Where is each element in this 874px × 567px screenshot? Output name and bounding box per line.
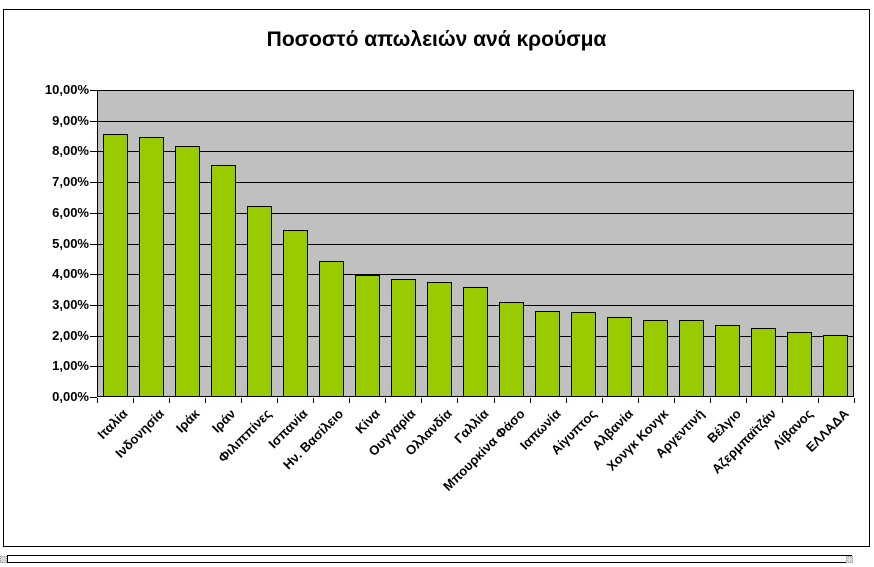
- x-axis-tick: [710, 398, 711, 403]
- y-axis-label: 2,00%: [52, 328, 89, 343]
- y-axis-label: 7,00%: [52, 174, 89, 189]
- bar-Αζερμπαϊτζάν[interactable]: [751, 328, 776, 397]
- x-axis-tick: [241, 398, 242, 403]
- x-axis-label: Κίνα: [352, 406, 383, 437]
- y-axis-label: 10,00%: [44, 82, 89, 97]
- bar-Ιαπωνία[interactable]: [535, 311, 560, 397]
- bar-Ιράκ[interactable]: [175, 146, 200, 397]
- bar-ΕΛΛΑΔΑ[interactable]: [823, 335, 848, 397]
- x-axis-label: Ιράν: [208, 406, 239, 436]
- bar-Ην. Βασίλειο[interactable]: [319, 261, 344, 397]
- y-axis-tick: [90, 213, 97, 214]
- bar-Μπουρκίνα Φάσο[interactable]: [499, 302, 524, 397]
- selection-handle-left[interactable]: [0, 556, 7, 563]
- bar-Βέλγιο[interactable]: [715, 325, 740, 397]
- y-axis-label: 6,00%: [52, 205, 89, 220]
- x-axis-tick: [457, 398, 458, 403]
- next-chart-edge: [7, 555, 852, 563]
- bar-Αλβανία[interactable]: [607, 317, 632, 397]
- y-axis-tick: [90, 366, 97, 367]
- bar-Ολλανδία[interactable]: [427, 282, 452, 397]
- bar-Ουγγαρία[interactable]: [391, 279, 416, 397]
- bar-Ινδονησία[interactable]: [139, 137, 164, 397]
- gridline: [97, 121, 854, 122]
- y-axis-tick: [90, 244, 97, 245]
- chart-object[interactable]: Ποσοστό απωλειών ανά κρούσμα 0,00% 1,00% 2…: [3, 9, 870, 547]
- x-axis-tick: [313, 398, 314, 403]
- gridline: [97, 244, 854, 245]
- x-axis-tick: [494, 398, 495, 403]
- gridline: [97, 274, 854, 275]
- bar-Κίνα[interactable]: [355, 275, 380, 397]
- x-axis-tick: [169, 398, 170, 403]
- y-axis-tick: [90, 397, 97, 398]
- bar-Ισπανία[interactable]: [283, 230, 308, 397]
- bar-Αίγυπτος[interactable]: [571, 312, 596, 397]
- gridline: [97, 213, 854, 214]
- y-axis-label: 3,00%: [52, 297, 89, 312]
- x-axis-tick: [277, 398, 278, 403]
- x-axis-tick: [746, 398, 747, 403]
- x-axis-tick: [421, 398, 422, 403]
- y-axis-tick: [90, 336, 97, 337]
- bar-Ιράν[interactable]: [211, 165, 236, 397]
- x-axis-tick: [385, 398, 386, 403]
- y-axis-tick: [90, 90, 97, 91]
- x-axis-tick: [602, 398, 603, 403]
- x-axis-tick: [854, 398, 855, 403]
- x-axis-tick: [674, 398, 675, 403]
- y-axis-label: 4,00%: [52, 266, 89, 281]
- x-axis-tick: [349, 398, 350, 403]
- y-axis-tick: [90, 305, 97, 306]
- gridline: [97, 151, 854, 152]
- x-axis-tick: [133, 398, 134, 403]
- x-axis-tick: [97, 398, 98, 403]
- y-axis-label: 8,00%: [52, 143, 89, 158]
- y-axis-tick: [90, 121, 97, 122]
- y-axis-label: 5,00%: [52, 236, 89, 251]
- bar-Αργεντινή[interactable]: [679, 320, 704, 397]
- y-axis-tick: [90, 274, 97, 275]
- chart-title: Ποσοστό απωλειών ανά κρούσμα: [266, 28, 607, 51]
- y-axis-label: 1,00%: [52, 358, 89, 373]
- y-axis-label: 0,00%: [52, 389, 89, 404]
- x-axis-tick: [782, 398, 783, 403]
- gridline: [97, 182, 854, 183]
- y-axis-tick: [90, 151, 97, 152]
- bar-Φιλιππίνες[interactable]: [247, 206, 272, 397]
- y-axis-tick: [90, 182, 97, 183]
- x-axis-tick: [205, 398, 206, 403]
- bar-Ιταλία[interactable]: [103, 134, 128, 397]
- x-axis-tick: [566, 398, 567, 403]
- x-axis-label: Ιράκ: [172, 406, 203, 436]
- bar-Γαλλία[interactable]: [463, 287, 488, 397]
- selection-handle-right[interactable]: [846, 556, 853, 563]
- bar-Λίβανος[interactable]: [787, 332, 812, 397]
- x-axis-tick: [638, 398, 639, 403]
- y-axis-label: 9,00%: [52, 113, 89, 128]
- x-axis-tick: [530, 398, 531, 403]
- x-axis-tick: [818, 398, 819, 403]
- bar-Χονγκ Κονγκ[interactable]: [643, 320, 668, 397]
